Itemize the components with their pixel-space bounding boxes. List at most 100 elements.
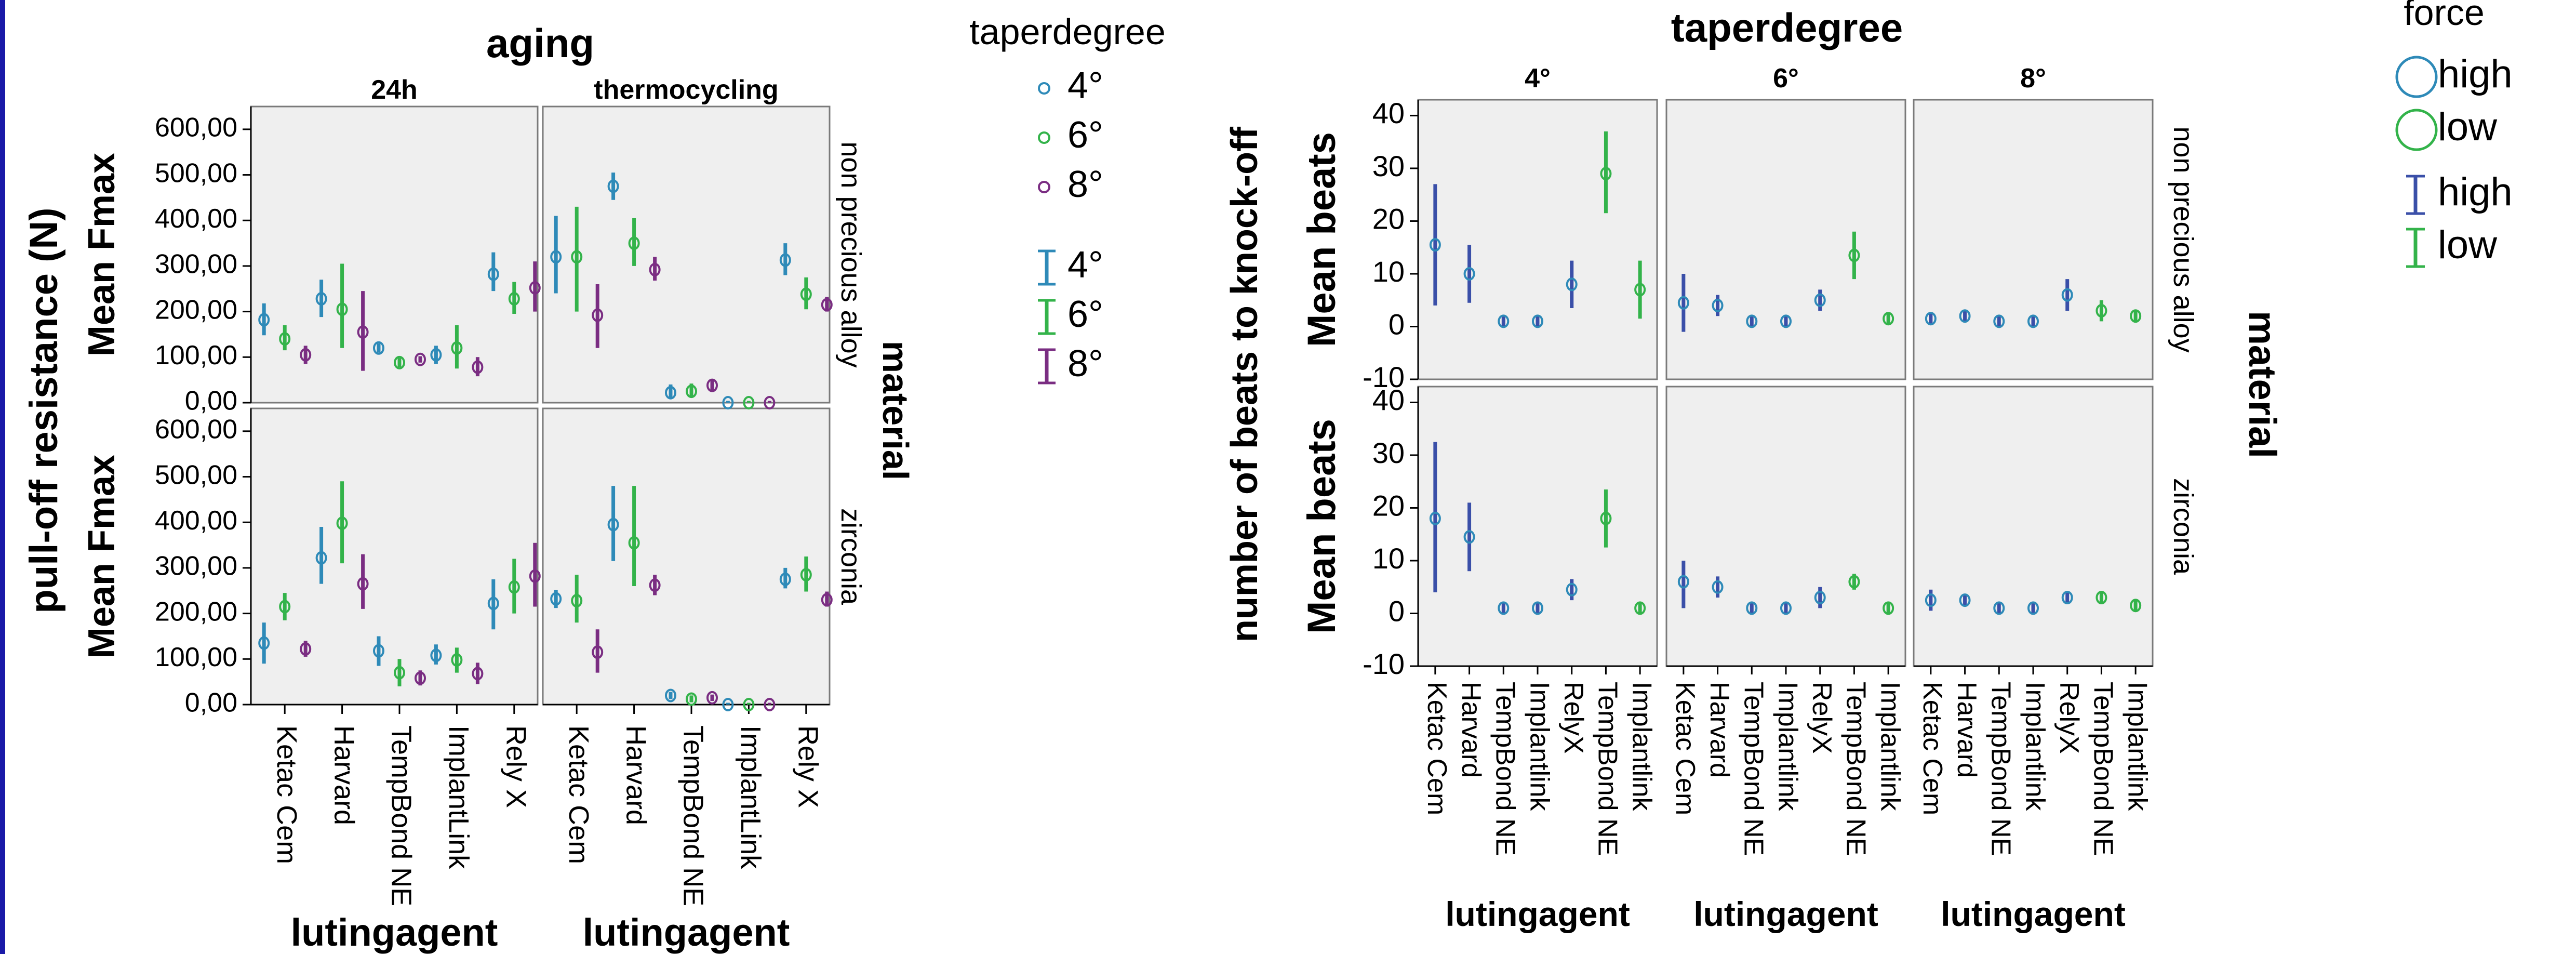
right-x-tick-label: Harvard [1456,682,1486,778]
right-y-tick-label: 20 [1372,489,1405,522]
left-legend-point-marker [1038,82,1050,95]
left-series-0-cat-3-mean-point [722,698,734,711]
left-y-tick-label: 400,00 [155,506,237,536]
left-series-1-cat-4-mean-point [800,287,812,301]
right-panel-background [1665,386,1906,667]
left-series-1-cat-1-mean-point [336,302,348,316]
right-x-tick-label: Harvard [1704,682,1734,778]
left-y-tick-label: 300,00 [155,551,237,581]
left-series-1-cat-4-mean-point [800,568,812,582]
right-high-cat-0-mean-point [1677,296,1689,310]
right-high-cat-2-mean-point [1498,601,1510,615]
left-legend-point-marker [1038,181,1050,193]
left-series-1-cat-1-mean-point [336,516,348,530]
right-high-cat-2-mean-point [1746,314,1758,328]
right-high-cat-1-mean-point [1959,593,1971,607]
left-panel-background [542,105,831,404]
left-series-1-cat-3-mean-point [451,653,463,667]
left-legend-title: taperdegree [969,11,1166,52]
left-legend-point-label: 8° [1067,164,1103,205]
right-y-tick-label: 40 [1372,383,1405,416]
left-series-2-cat-1-mean-point [357,325,369,339]
left-x-tick-label: Ketac Cem [271,725,302,864]
right-figure-title: taperdegree [1671,5,1903,50]
left-y-tick-label: 200,00 [155,597,237,627]
right-y-tick-label: -10 [1363,647,1405,680]
right-high-cat-3-mean-point [1532,601,1543,615]
right-low-cat-6-mean-point [2130,599,2142,613]
left-series-0-cat-0-mean-point [550,592,562,606]
right-high-cat-3-mean-point [2027,601,2039,615]
left-y-tick-label: 300,00 [155,249,237,280]
right-high-cat-4-mean-point [1566,582,1578,597]
right-low-cat-6-mean-point [1634,601,1646,615]
left-series-2-cat-0-mean-point [592,308,604,322]
left-series-1-cat-4-mean-point [508,292,520,306]
right-facet-row-label: zirconia [2168,478,2199,575]
left-x-tick-label: Rely X [501,725,532,808]
left-y-axis-panel-title: Mean Fmax [81,455,123,658]
right-x-tick-label: Implantlink [1772,682,1803,812]
right-high-cat-2-mean-point [1746,601,1758,615]
right-high-cat-0-mean-point [1429,238,1441,252]
left-series-0-cat-1-mean-point [607,179,619,193]
left-series-2-cat-4-mean-point [529,569,541,583]
left-x-tick-label: ImplantLink [443,725,474,869]
left-series-0-cat-4-mean-point [487,267,499,281]
left-y-tick-label: 0,00 [185,386,237,416]
right-low-cat-5-mean-point [2095,591,2107,605]
left-series-2-cat-0-mean-point [592,645,604,659]
left-panel-background [250,105,539,404]
left-series-1-cat-1-mean-point [628,236,640,250]
right-legend-title: force [2404,0,2485,33]
right-high-cat-3-mean-point [1780,601,1792,615]
left-x-axis-title: lutingagent [291,911,498,954]
right-high-cat-3-mean-point [2027,314,2039,328]
right-row-strip-title: material [2241,311,2284,458]
left-series-2-cat-3-mean-point [472,667,484,681]
right-low-cat-5-mean-point [1600,511,1612,525]
right-x-tick-label: Implantlink [1524,682,1554,812]
left-series-0-cat-3-mean-point [722,396,734,409]
right-y-tick-label: 10 [1372,255,1405,288]
right-x-tick-label: TempBond NE [1986,682,2016,856]
right-y-tick-label: 30 [1372,436,1405,469]
right-panel-background [1417,99,1658,380]
right-facet-col-label: 6° [1773,63,1799,94]
right-legend-bar-label: low [2438,223,2498,267]
left-series-1-cat-2-mean-point [686,385,697,399]
left-legend-bar-label: 8° [1067,343,1103,385]
right-x-axis-title: lutingagent [1941,895,2126,933]
right-low-cat-5-mean-point [1848,248,1860,262]
left-series-2-cat-2-mean-point [415,352,426,366]
right-y-axis-panel-title: Mean beats [1300,132,1344,347]
left-legend-bar-label: 4° [1067,244,1103,286]
right-x-tick-label: TempBond NE [1841,682,1871,856]
left-series-0-cat-3-mean-point [430,348,442,362]
right-legend-point-marker [2395,56,2438,98]
left-series-1-cat-0-mean-point [279,600,291,614]
left-series-2-cat-2-mean-point [706,378,718,392]
right-x-tick-label: TempBond NE [2088,682,2118,856]
left-legend-bar-label: 6° [1067,294,1103,335]
left-y-tick-label: 200,00 [155,295,237,325]
left-series-2-cat-1-mean-point [357,577,369,591]
left-row-strip-title: material [875,341,916,480]
left-series-1-cat-1-mean-point [628,536,640,550]
right-y-tick-label: 30 [1372,150,1405,182]
right-y-axis-panel-title: Mean beats [1300,419,1344,634]
left-series-2-cat-2-mean-point [706,691,718,705]
right-low-cat-6-mean-point [2130,309,2142,323]
left-series-0-cat-3-mean-point [430,648,442,662]
left-y-tick-label: 500,00 [155,158,237,188]
right-panel-background [1417,386,1658,667]
left-y-tick-label: 600,00 [155,113,237,143]
right-legend-bar-label: high [2438,170,2513,214]
left-x-tick-label: Rely X [793,725,824,808]
left-series-1-cat-0-mean-point [571,250,583,264]
right-x-tick-label: Harvard [1952,682,1982,778]
left-y-tick-label: 400,00 [155,204,237,234]
left-series-0-cat-4-mean-point [779,572,791,586]
right-high-cat-4-mean-point [2061,288,2073,302]
left-series-0-cat-1-mean-point [315,551,327,565]
